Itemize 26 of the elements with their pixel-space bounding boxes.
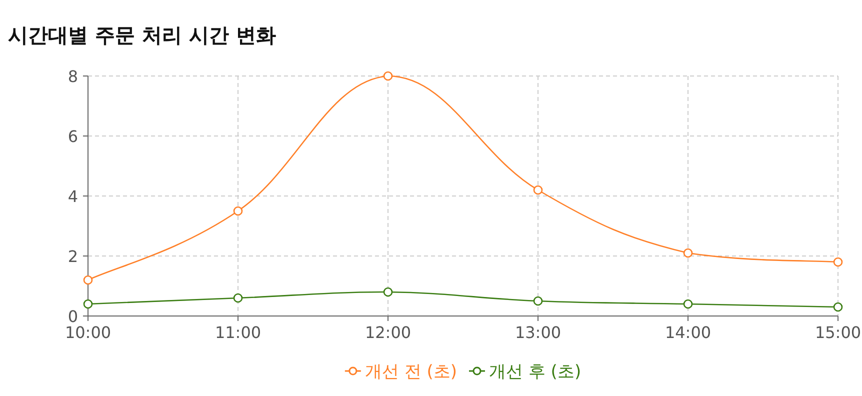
x-tick-label: 12:00: [364, 323, 412, 342]
point: [233, 293, 243, 303]
y-tick-label: 2: [68, 247, 78, 266]
point: [833, 302, 843, 312]
point: [233, 206, 243, 216]
y-tick-label: 0: [68, 307, 78, 326]
point: [383, 287, 393, 297]
point: [683, 299, 693, 309]
y-tick-label: 4: [68, 187, 78, 206]
x-tick-label: 13:00: [514, 323, 562, 342]
point: [83, 275, 93, 285]
point: [533, 185, 543, 195]
point: [383, 71, 393, 81]
x-tick-label: 14:00: [664, 323, 712, 342]
point: [533, 296, 543, 306]
legend-label: 개선 후 (초): [489, 362, 582, 382]
x-tick-label: 15:00: [814, 323, 862, 342]
chart-title: 시간대별 주문 처리 시간 변화: [8, 23, 276, 47]
point: [83, 299, 93, 309]
x-tick-label: 11:00: [214, 323, 262, 342]
point: [683, 248, 693, 258]
y-tick-label: 6: [68, 127, 78, 146]
y-tick-label: 8: [68, 67, 78, 86]
legend-label: 개선 전 (초): [364, 362, 457, 382]
x-tick-label: 10:00: [64, 323, 112, 342]
point: [833, 257, 843, 267]
